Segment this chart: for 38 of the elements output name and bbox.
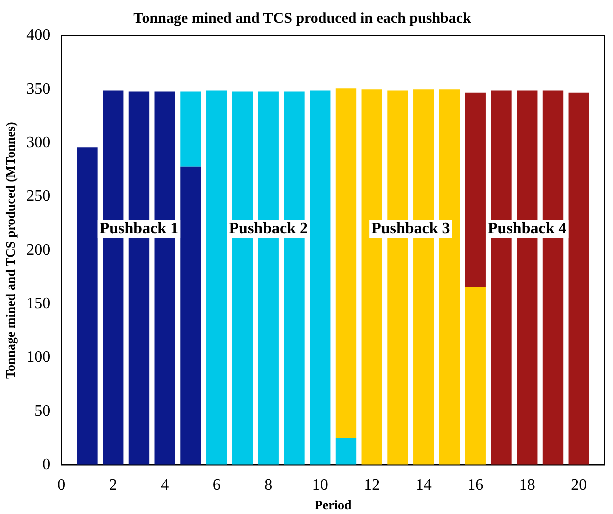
x-tick-label: 6: [212, 477, 221, 494]
x-tick-label: 14: [416, 477, 432, 494]
y-tick-label: 350: [26, 80, 51, 98]
bar: [180, 92, 202, 167]
y-tick-label: 100: [26, 349, 51, 366]
x-axis-title: Period: [314, 498, 352, 513]
x-tick-label: 10: [312, 477, 328, 494]
bar: [77, 148, 98, 466]
x-tick-label: 18: [519, 477, 536, 494]
bar: [465, 92, 486, 288]
x-tick-label: 20: [571, 477, 588, 494]
chart-title: Tonnage mined and TCS produced in each pushback: [134, 10, 472, 27]
y-tick-label: 300: [26, 134, 51, 152]
bar: [336, 88, 357, 438]
bar: [465, 287, 486, 466]
y-tick-label: 200: [26, 242, 51, 259]
bar: [568, 92, 590, 466]
x-tick-label: 0: [58, 477, 66, 494]
y-tick-label: 0: [42, 456, 51, 474]
y-tick-label: 150: [26, 295, 51, 312]
bar: [336, 438, 357, 466]
x-tick-label: 16: [468, 477, 484, 494]
x-tick-label: 2: [109, 477, 118, 494]
series-label: Pushback 2: [229, 220, 308, 238]
y-axis-title: Tonnage mined and TCS produced (MTonnes): [3, 122, 18, 380]
series-label: Pushback 1: [100, 220, 179, 238]
x-tick-label: 12: [364, 477, 380, 494]
y-tick-label: 50: [34, 402, 51, 420]
y-tick-label: 250: [26, 188, 51, 206]
x-tick-label: 4: [161, 477, 170, 494]
x-tick-label: 8: [264, 477, 273, 494]
series-label: Pushback 3: [372, 220, 450, 238]
y-tick-label: 400: [26, 27, 51, 44]
bar: [310, 90, 331, 466]
series-label: Pushback 4: [488, 220, 567, 238]
bar: [180, 166, 202, 466]
bar: [206, 90, 228, 466]
bar: [439, 90, 460, 466]
